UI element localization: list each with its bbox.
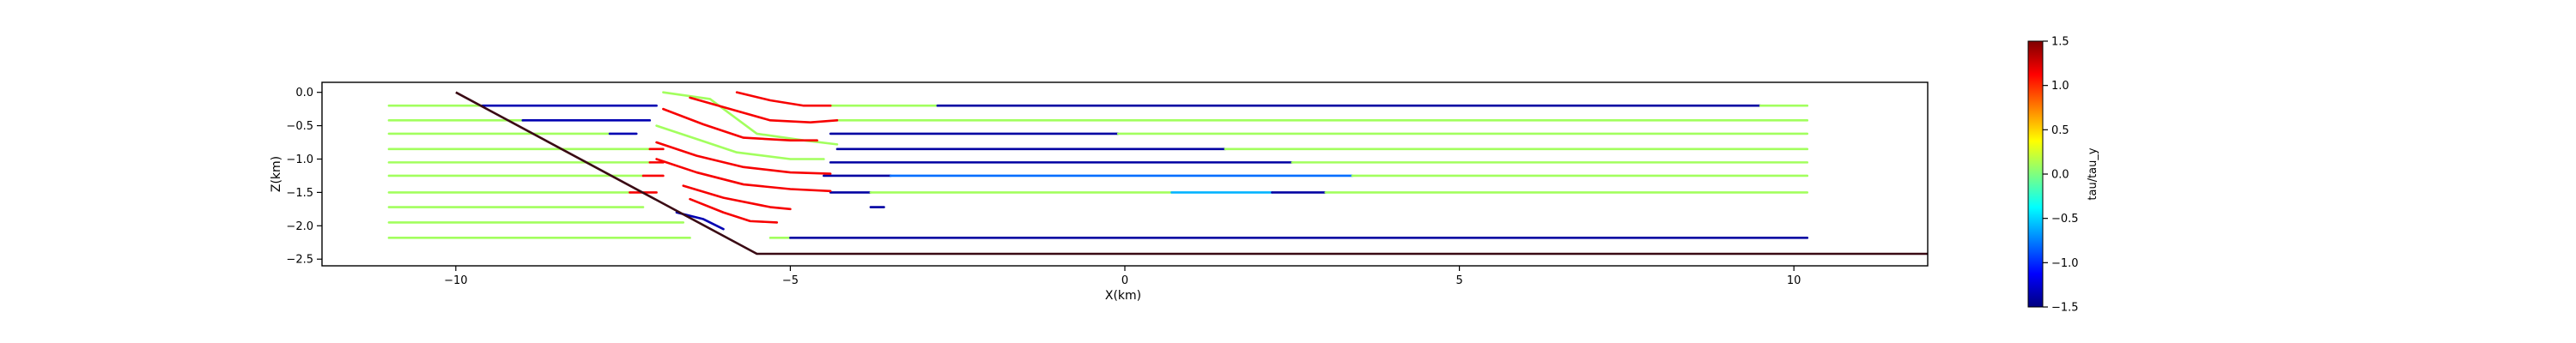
stress-curve <box>655 141 832 175</box>
stress-curve <box>689 96 839 123</box>
y-tick-label: −1.5 <box>286 187 313 200</box>
colorbar-tick-label: −1.0 <box>2051 257 2079 270</box>
stress-curve <box>689 197 779 224</box>
colorbar-tick-label: 0.0 <box>2051 169 2069 182</box>
colorbar-ticks: 1.5 1.0 0.5 0.0 −0.5 −1.0 −1.5 <box>2043 36 2079 315</box>
stress-curve <box>655 124 825 160</box>
y-tick-label: −2.5 <box>286 254 313 267</box>
y-tick-label: −0.5 <box>286 120 313 133</box>
colorbar: 1.5 1.0 0.5 0.0 −0.5 −1.0 −1.5 tau/tau_y <box>2027 36 2099 315</box>
x-axis-label: X(km) <box>1105 289 1141 303</box>
colorbar-tick-label: 1.5 <box>2051 36 2069 49</box>
chart-marks <box>387 91 1928 256</box>
colorbar-label: tau/tau_y <box>2087 147 2099 200</box>
colorbar-gradient <box>2027 40 2044 308</box>
x-tick-label: −10 <box>444 274 467 287</box>
colorbar-tick-label: 1.0 <box>2051 80 2069 93</box>
y-tick-label: 0.0 <box>295 87 313 99</box>
colorbar-tick-label: −0.5 <box>2051 213 2079 226</box>
fault-line <box>455 91 1928 256</box>
colorbar-tick-label: 0.5 <box>2051 124 2069 137</box>
stress-curve <box>662 91 839 146</box>
stress-curve <box>655 158 832 193</box>
colorbar-tick-label: −1.5 <box>2051 302 2079 315</box>
stress-curve <box>735 91 832 107</box>
plot-area: −10 −5 0 5 10 0.0−0.5−1.0−1.5−2.0−2.5 X(km) … <box>270 81 1929 303</box>
y-axis-label: Z(km) <box>270 156 283 192</box>
x-tick-label: 10 <box>1787 274 1801 287</box>
y-axis-ticks: 0.0 −0.5 −1.0 −1.5 −2.0 −2.5 <box>286 87 322 267</box>
x-axis-ticks: −10 −5 0 5 10 <box>444 266 1801 287</box>
x-tick-label: 0 <box>1121 274 1128 287</box>
stress-curve <box>662 107 818 142</box>
y-tick-label: −2.0 <box>286 220 313 233</box>
y-tick-label: −1.0 <box>286 153 313 166</box>
stress-curve <box>682 184 792 211</box>
x-tick-label: 5 <box>1455 274 1462 287</box>
x-tick-label: −5 <box>782 274 799 287</box>
